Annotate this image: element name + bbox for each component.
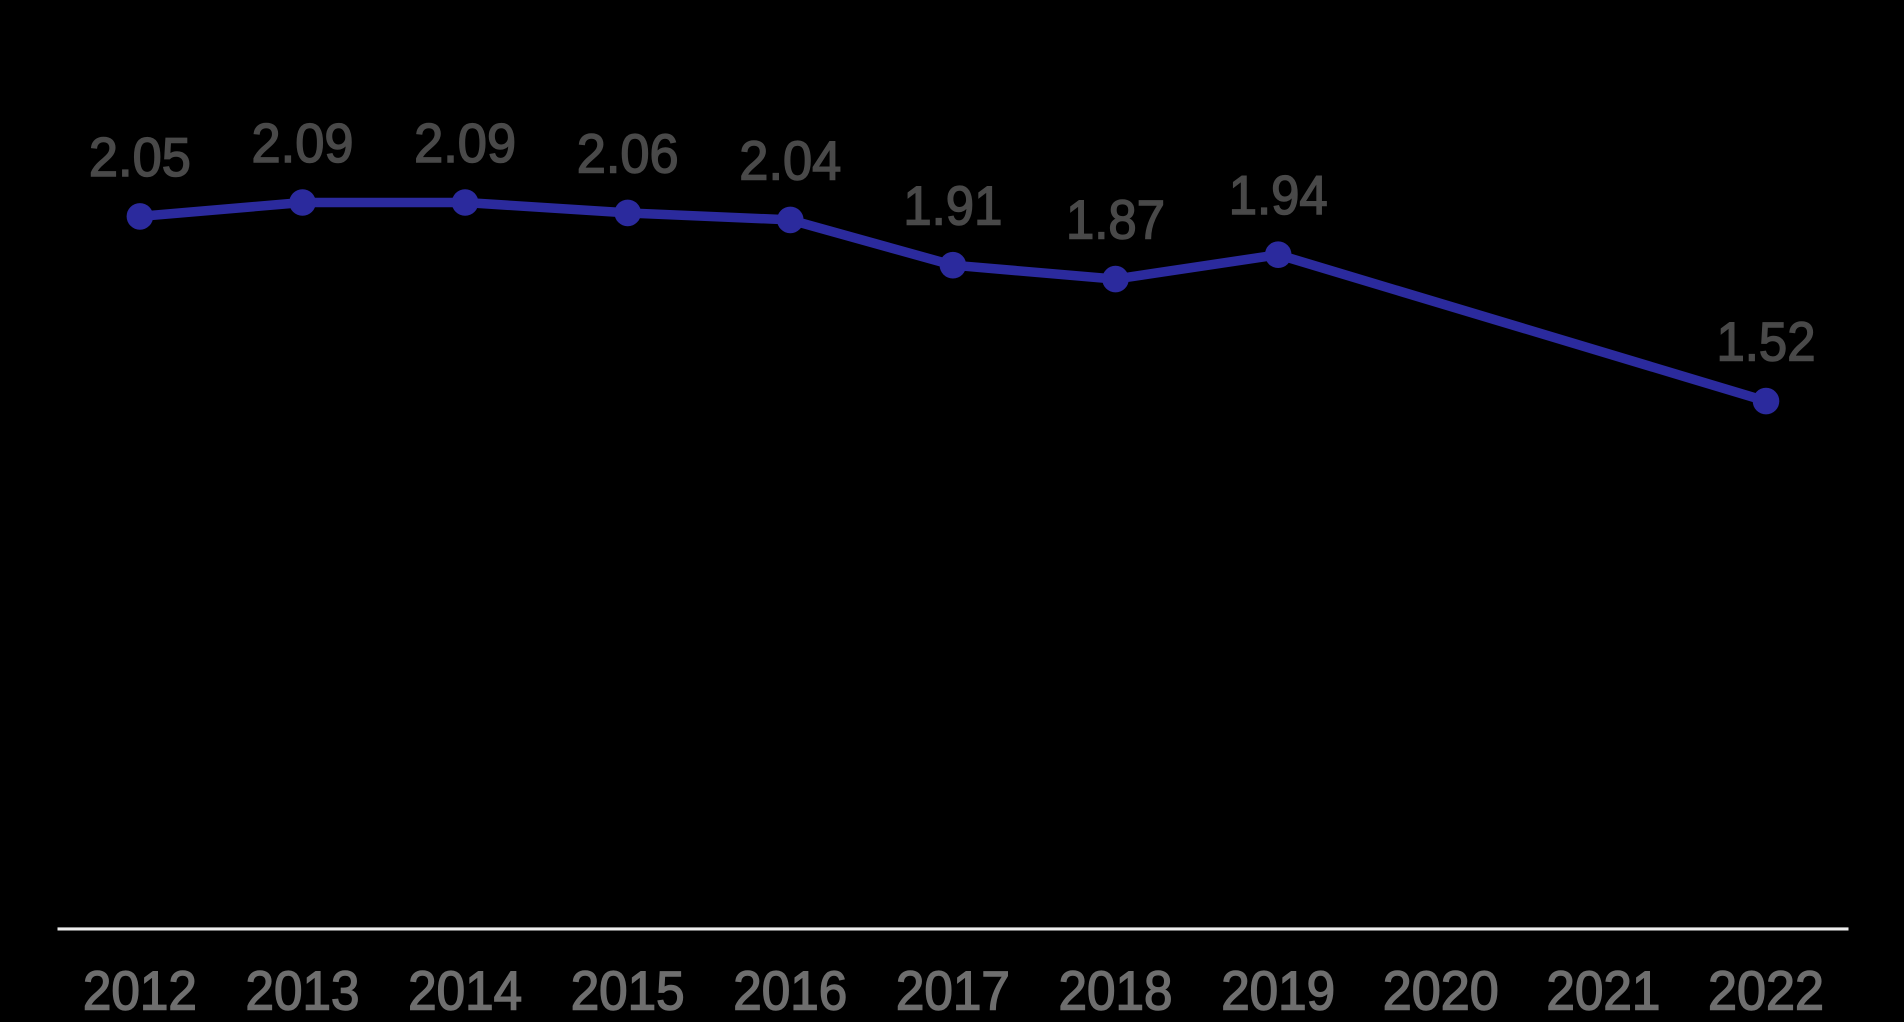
svg-text:2.09: 2.09 bbox=[414, 112, 516, 174]
svg-text:2014: 2014 bbox=[408, 960, 522, 1022]
svg-text:2017: 2017 bbox=[896, 960, 1010, 1022]
svg-text:2021: 2021 bbox=[1546, 960, 1660, 1022]
svg-text:2020: 2020 bbox=[1383, 960, 1499, 1022]
svg-text:2019: 2019 bbox=[1221, 960, 1335, 1022]
svg-text:2013: 2013 bbox=[246, 960, 360, 1022]
svg-text:2.04: 2.04 bbox=[739, 129, 841, 191]
svg-text:2.06: 2.06 bbox=[577, 122, 679, 184]
svg-text:2.05: 2.05 bbox=[89, 126, 191, 188]
svg-text:1.91: 1.91 bbox=[903, 175, 1002, 237]
svg-text:2022: 2022 bbox=[1708, 960, 1824, 1022]
svg-text:2018: 2018 bbox=[1059, 960, 1173, 1022]
svg-text:2016: 2016 bbox=[733, 960, 847, 1022]
svg-text:2012: 2012 bbox=[83, 960, 197, 1022]
svg-text:1.94: 1.94 bbox=[1229, 164, 1328, 226]
svg-text:2015: 2015 bbox=[571, 960, 685, 1022]
svg-text:1.52: 1.52 bbox=[1717, 311, 1816, 373]
svg-text:2.09: 2.09 bbox=[252, 112, 354, 174]
svg-text:1.87: 1.87 bbox=[1066, 189, 1165, 251]
